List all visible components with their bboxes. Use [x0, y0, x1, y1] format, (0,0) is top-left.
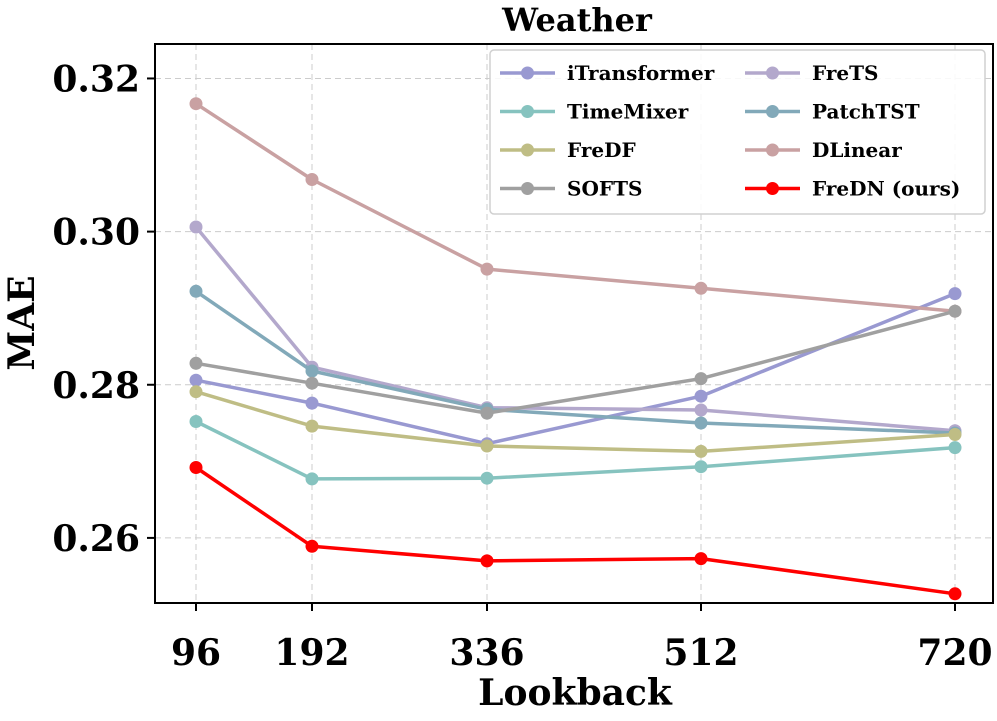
data-point	[694, 281, 708, 295]
series-softs	[189, 304, 962, 420]
data-point	[305, 539, 319, 553]
legend-entry: iTransformer	[500, 61, 715, 85]
legend-swatch-marker	[521, 143, 534, 157]
data-point	[694, 389, 708, 403]
series-layer	[189, 97, 962, 601]
series-timemixer	[189, 415, 962, 486]
x-tick-label: 192	[274, 632, 349, 674]
legend-entry: DLinear	[745, 138, 902, 162]
series-patchtst	[189, 284, 962, 440]
legend-swatch-marker	[766, 105, 779, 118]
data-point	[189, 415, 203, 428]
legend-label: PatchTST	[812, 100, 920, 124]
data-point	[189, 461, 203, 474]
data-point	[694, 403, 708, 417]
data-point	[948, 441, 962, 455]
legend-swatch-marker	[766, 182, 779, 195]
y-tick-label: 0.30	[52, 212, 140, 254]
data-point	[189, 284, 203, 298]
legend-entry: TimeMixer	[500, 100, 689, 124]
data-point	[305, 472, 319, 486]
legend-label: DLinear	[812, 138, 902, 162]
legend-swatch-marker	[766, 143, 779, 157]
data-point	[305, 364, 319, 378]
legend-entry: FreDF	[500, 138, 636, 162]
x-tick-label: 720	[917, 632, 992, 674]
legend-swatch-marker	[521, 66, 534, 80]
series-frets	[189, 220, 962, 438]
legend: iTransformer FreTS TimeMixer PatchTST FreDF D…	[489, 49, 986, 215]
data-point	[189, 356, 203, 370]
axis-ticks: 96 192 336 512 720 0.26 0.28 0.30 0.32	[52, 58, 992, 674]
data-point	[948, 287, 962, 301]
data-point	[694, 372, 708, 386]
legend-entry: SOFTS	[500, 177, 642, 201]
data-point	[305, 173, 319, 186]
data-point	[480, 262, 494, 276]
data-point	[694, 416, 708, 430]
data-point	[948, 587, 962, 601]
series-fredf	[189, 385, 962, 458]
data-point	[694, 460, 708, 474]
legend-label: FreDF	[567, 138, 636, 162]
legend-label: iTransformer	[567, 61, 715, 85]
y-tick-label: 0.26	[52, 518, 140, 560]
x-tick-label: 96	[171, 632, 221, 674]
data-point	[189, 373, 203, 387]
y-axis-label: MAE	[1, 275, 43, 370]
legend-label: TimeMixer	[567, 100, 689, 124]
data-point	[694, 552, 708, 566]
data-point	[480, 439, 494, 453]
legend-swatch-marker	[521, 105, 534, 118]
data-point	[948, 428, 962, 441]
data-point	[480, 471, 494, 485]
data-point	[305, 396, 319, 410]
legend-entry: FreDN (ours)	[745, 177, 960, 201]
legend-frame	[489, 49, 986, 215]
legend-swatch-marker	[521, 182, 534, 195]
legend-label: SOFTS	[567, 177, 642, 201]
series-line	[195, 466, 956, 596]
legend-label: FreTS	[812, 61, 878, 85]
series-fredn-ours	[189, 461, 962, 601]
data-point	[480, 554, 494, 568]
y-tick-label: 0.32	[52, 58, 140, 100]
legend-swatch-marker	[766, 66, 779, 80]
data-point	[189, 220, 203, 234]
legend-label: FreDN (ours)	[812, 177, 960, 201]
data-point	[305, 376, 319, 390]
chart-title: Weather	[501, 1, 653, 39]
plot-frame	[154, 43, 994, 604]
data-point	[694, 444, 708, 458]
data-point	[480, 406, 494, 420]
y-tick-label: 0.28	[52, 365, 140, 407]
data-point	[948, 304, 962, 318]
data-point	[189, 97, 203, 111]
data-point	[189, 385, 203, 399]
x-tick-label: 512	[663, 632, 738, 674]
legend-entry: PatchTST	[745, 100, 920, 124]
data-point	[305, 419, 319, 433]
x-axis-label: Lookback	[478, 672, 673, 714]
x-tick-label: 336	[449, 632, 524, 674]
legend-entry: FreTS	[745, 61, 878, 85]
